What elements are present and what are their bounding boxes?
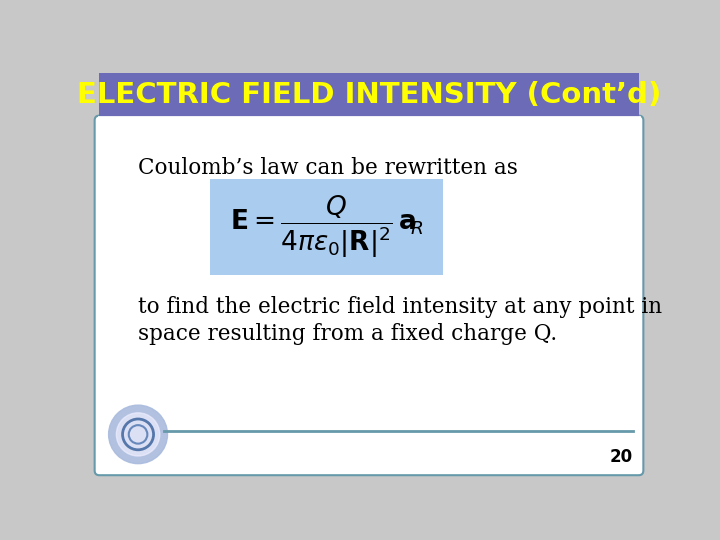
Text: 20: 20 — [609, 449, 632, 467]
Bar — [99, 72, 639, 117]
Circle shape — [117, 413, 160, 456]
Text: space resulting from a fixed charge Q.: space resulting from a fixed charge Q. — [138, 323, 557, 345]
Bar — [210, 179, 443, 275]
Text: Coulomb’s law can be rewritten as: Coulomb’s law can be rewritten as — [138, 157, 518, 179]
Text: ELECTRIC FIELD INTENSITY (Cont’d): ELECTRIC FIELD INTENSITY (Cont’d) — [77, 81, 661, 109]
Circle shape — [109, 405, 168, 464]
Text: to find the electric field intensity at any point in: to find the electric field intensity at … — [138, 296, 662, 318]
Text: $\mathbf{E} = \dfrac{Q}{4\pi\varepsilon_0|\mathbf{R}|^2}\,\mathbf{a}_{\!\!R}$: $\mathbf{E} = \dfrac{Q}{4\pi\varepsilon_… — [230, 193, 423, 260]
FancyBboxPatch shape — [94, 116, 644, 475]
